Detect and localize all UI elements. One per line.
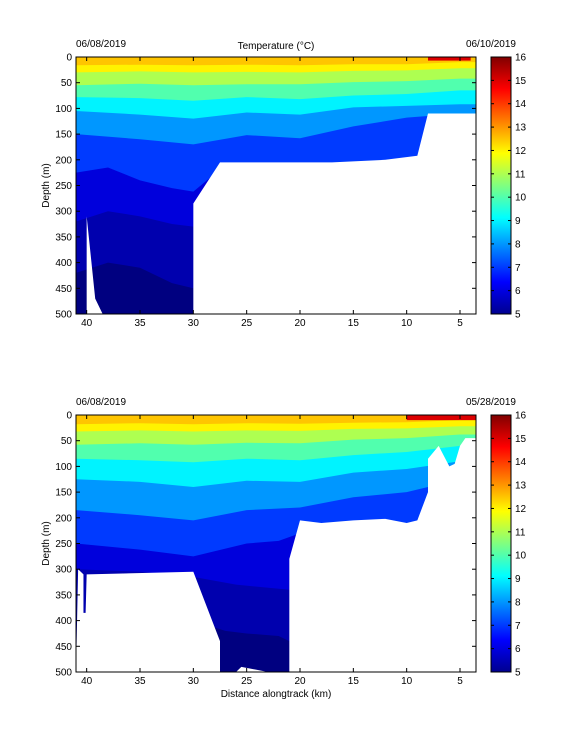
x-tick-label: 15	[348, 676, 360, 687]
x-tick-label: 20	[294, 676, 306, 687]
colorbar-tick-label: 11	[515, 169, 526, 180]
colorbar-tick-label: 12	[515, 504, 527, 515]
colorbar-tick-label: 14	[515, 457, 527, 468]
top-panel: 40 35 30 25 20 15 10 50501001502002503003504004…	[41, 39, 527, 329]
temperature-field	[76, 57, 476, 314]
y-tick-label: 450	[55, 642, 72, 653]
x-tick-label: 25	[241, 318, 253, 329]
colorbar-tick-label: 15	[515, 76, 527, 87]
chart-title: Temperature (°C)	[238, 41, 315, 52]
colorbar-tick-label: 6	[515, 644, 521, 655]
colorbar-tick-label: 15	[515, 434, 527, 445]
y-tick-label: 300	[55, 207, 72, 218]
warm-surface-patch	[428, 57, 471, 61]
y-tick-label: 150	[55, 488, 72, 499]
colorbar-tick-label: 13	[515, 123, 527, 134]
warm-surface-patch	[406, 415, 476, 421]
date-left-label: 06/08/2019	[76, 39, 126, 50]
y-axis-label: Depth (m)	[41, 521, 52, 565]
y-axis-label: Depth (m)	[41, 163, 52, 207]
x-axis-label: Distance alongtrack (km)	[221, 689, 332, 700]
x-tick-label: 30	[188, 318, 200, 329]
colorbar-tick-label: 12	[515, 146, 527, 157]
bottom-panel: 40 35 30 25 20 15 10 50501001502002503003504004…	[41, 397, 527, 700]
date-right-label: 05/28/2019	[466, 397, 516, 408]
colorbar-gradient	[491, 57, 511, 314]
colorbar-tick-label: 6	[515, 286, 521, 297]
y-tick-label: 250	[55, 181, 72, 192]
x-tick-label: 30	[188, 676, 200, 687]
x-tick-label: 35	[134, 318, 146, 329]
y-tick-label: 300	[55, 565, 72, 576]
y-tick-label: 500	[55, 668, 72, 679]
x-tick-label: 20	[294, 318, 306, 329]
y-tick-label: 150	[55, 130, 72, 141]
colorbar-tick-label: 11	[515, 527, 526, 538]
seafloor-mask	[76, 113, 476, 314]
colorbar-tick-label: 5	[515, 668, 521, 679]
colorbar-tick-label: 7	[515, 263, 521, 274]
y-tick-label: 250	[55, 539, 72, 550]
y-tick-label: 400	[55, 258, 72, 269]
colorbar-tick-label: 8	[515, 597, 521, 608]
colorbar-tick-label: 16	[515, 411, 527, 422]
date-right-label: 06/10/2019	[466, 39, 516, 50]
colorbar-tick-label: 8	[515, 239, 521, 250]
x-tick-label: 5	[457, 318, 463, 329]
y-tick-label: 350	[55, 232, 72, 243]
colorbar-tick-label: 9	[515, 574, 521, 585]
y-tick-label: 400	[55, 616, 72, 627]
colorbar-tick-label: 10	[515, 193, 527, 204]
y-tick-label: 100	[55, 462, 72, 473]
x-tick-label: 15	[348, 318, 360, 329]
colorbar-tick-label: 10	[515, 551, 527, 562]
y-tick-label: 100	[55, 104, 72, 115]
x-tick-label: 10	[401, 318, 413, 329]
x-tick-label: 25	[241, 676, 253, 687]
y-tick-label: 0	[66, 411, 72, 422]
colorbar-frame	[490, 414, 512, 673]
y-tick-label: 450	[55, 284, 72, 295]
y-tick-label: 200	[55, 513, 72, 524]
temperature-field	[76, 415, 476, 672]
colorbar-gradient	[491, 415, 511, 672]
isotherm-band-8	[76, 262, 194, 314]
y-tick-label: 50	[61, 436, 73, 447]
y-tick-label: 50	[61, 78, 73, 89]
y-tick-label: 500	[55, 310, 72, 321]
colorbar: 5 6 7 8 9 10 11 12 13 14 15 16	[490, 53, 527, 321]
colorbar-tick-label: 9	[515, 216, 521, 227]
x-tick-label: 40	[81, 676, 93, 687]
y-tick-label: 200	[55, 155, 72, 166]
x-tick-label: 10	[401, 676, 413, 687]
colorbar-frame	[490, 56, 512, 315]
x-tick-label: 40	[81, 318, 93, 329]
colorbar-tick-label: 13	[515, 481, 527, 492]
colorbar-tick-label: 7	[515, 621, 521, 632]
y-tick-label: 350	[55, 590, 72, 601]
colorbar-tick-label: 5	[515, 310, 521, 321]
colorbar-tick-label: 16	[515, 53, 527, 64]
colorbar-tick-label: 14	[515, 99, 527, 110]
seafloor-mask	[76, 438, 476, 672]
x-tick-label: 5	[457, 676, 463, 687]
date-left-label: 06/08/2019	[76, 397, 126, 408]
x-tick-label: 35	[134, 676, 146, 687]
colorbar: 5 6 7 8 9 10 11 12 13 14 15 16	[490, 411, 527, 679]
y-tick-label: 0	[66, 53, 72, 64]
